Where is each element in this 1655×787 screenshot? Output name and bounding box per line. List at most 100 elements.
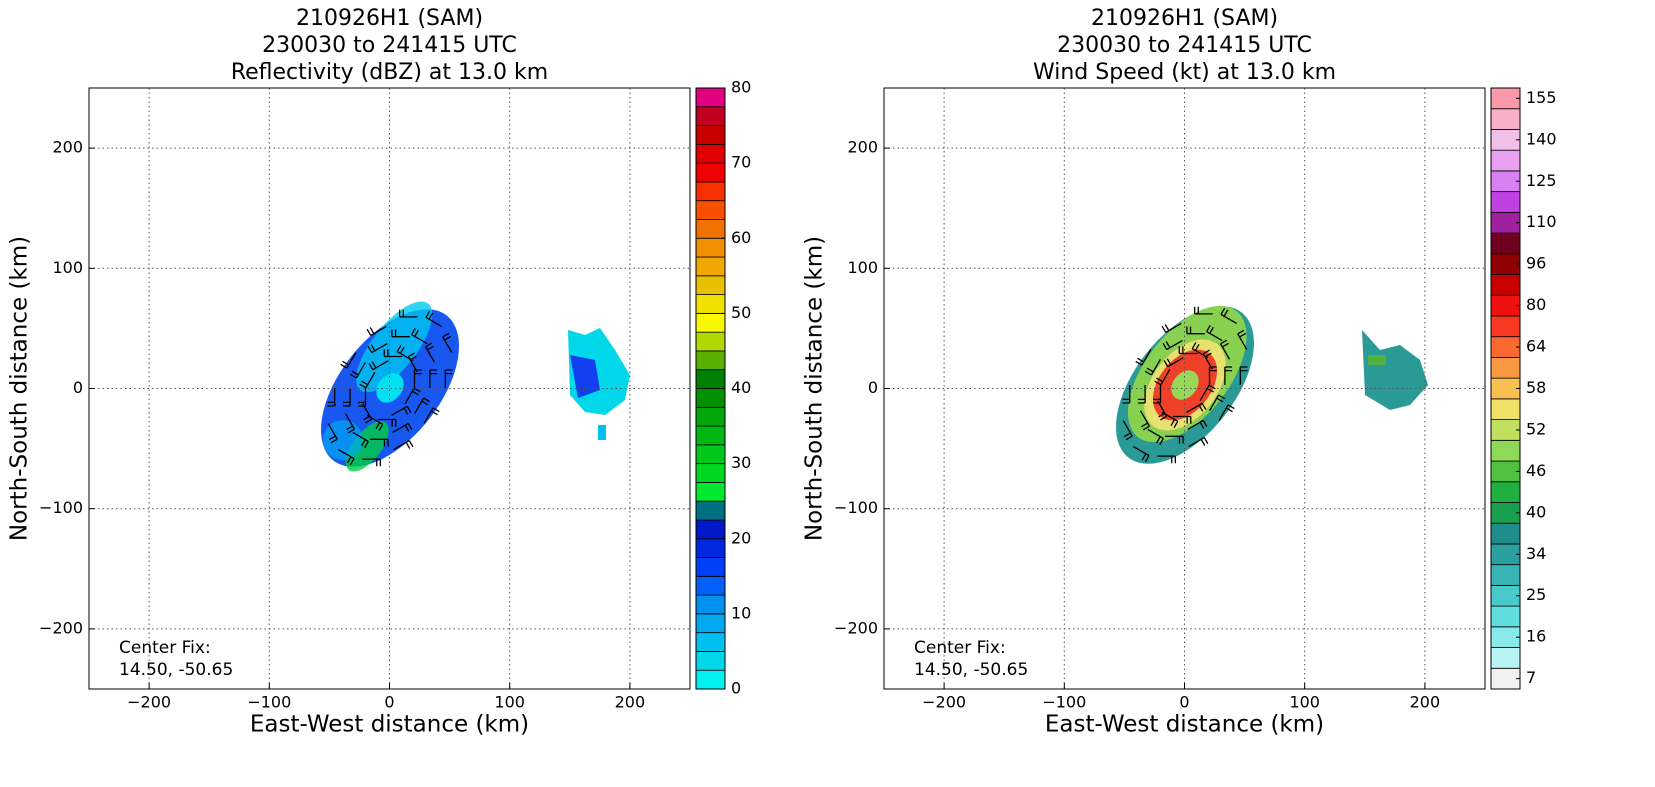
colorbar-tick-label: 52	[1526, 419, 1546, 438]
wind-barb	[1239, 366, 1248, 385]
colorbar-segment	[1490, 502, 1521, 524]
wind-barb	[1165, 435, 1184, 444]
annotation: Center Fix:	[119, 638, 211, 658]
wind-barb	[1186, 326, 1205, 335]
colorbar-tick-label: 25	[1526, 585, 1546, 604]
wind-barb	[349, 362, 366, 379]
wind-barb	[359, 371, 376, 389]
colorbar-segment	[695, 181, 726, 202]
colorbar-segment	[1490, 149, 1521, 172]
colorbar-segment	[695, 219, 726, 239]
colorbar-segment	[695, 613, 726, 634]
colorbar-tick-label: 60	[731, 228, 751, 247]
colorbar-segment	[1490, 419, 1521, 441]
x-tick-label: −100	[1042, 693, 1086, 712]
colorbar-segment	[1490, 274, 1521, 296]
chart-title: Reflectivity (dBZ) at 13.0 km	[231, 60, 548, 85]
colorbar-segment	[1490, 336, 1521, 358]
colorbar-tick-label: 30	[731, 453, 751, 472]
colorbar-segment	[695, 162, 726, 183]
y-tick-label: −200	[834, 618, 878, 637]
colorbar-tick-label: 40	[1526, 502, 1546, 521]
chart-title: 210926H1 (SAM)	[296, 6, 483, 31]
colorbar-tick-label: 110	[1526, 212, 1557, 231]
wind-barb	[367, 343, 388, 354]
wind-barb	[366, 325, 387, 336]
wind-barb	[383, 349, 403, 358]
colorbar-segment	[695, 388, 726, 408]
x-axis-label: East-West distance (km)	[1045, 712, 1324, 738]
y-tick-label: −200	[39, 618, 83, 637]
colorbar-segment	[695, 463, 726, 483]
annotation: 14.50, -50.65	[914, 660, 1028, 680]
y-axis-label: North-South distance (km)	[802, 236, 828, 541]
y-tick-label: 0	[73, 378, 83, 397]
colorbar-tick-label: 70	[731, 153, 751, 172]
colorbar-segment	[695, 312, 726, 333]
wind-barb	[1187, 419, 1208, 430]
y-tick-label: 100	[52, 258, 83, 277]
wind-barb	[429, 369, 438, 388]
wind-barb	[344, 413, 356, 434]
wind-barb	[424, 342, 436, 363]
colorbar-segment	[1490, 87, 1521, 110]
colorbar-segment	[1490, 108, 1521, 130]
wind-barb	[1194, 306, 1213, 315]
wind-barb	[368, 360, 389, 371]
wind-barb	[1162, 340, 1183, 351]
wind-barb	[1157, 455, 1176, 464]
x-tick-label: 100	[494, 693, 525, 712]
wind-barb	[327, 423, 338, 444]
wind-barb	[1139, 410, 1151, 431]
colorbar-segment	[1490, 129, 1521, 151]
colorbar-segment	[695, 519, 726, 540]
wind-barb	[1218, 404, 1235, 421]
y-tick-label: −100	[39, 498, 83, 517]
colorbar-segment	[1490, 294, 1521, 317]
colorbar-segment	[695, 294, 726, 314]
colorbar-segment	[695, 125, 726, 145]
colorbar-tick-label: 64	[1526, 337, 1546, 356]
wind-barb	[391, 405, 412, 416]
wind-barb	[366, 414, 384, 431]
wind-barb	[404, 387, 421, 405]
wind-barb	[399, 309, 418, 318]
wind-barb	[411, 328, 428, 345]
colorbar-segment	[1490, 191, 1521, 213]
wind-barb	[391, 329, 410, 338]
colorbar-segment	[1490, 211, 1521, 234]
x-tick-label: 0	[1179, 693, 1189, 712]
colorbar-segment	[695, 350, 726, 371]
wind-barb	[1154, 368, 1171, 386]
plot-frame	[88, 87, 691, 690]
x-tick-label: 200	[1410, 693, 1441, 712]
colorbar-segment	[1490, 564, 1521, 586]
plot-frame	[883, 87, 1486, 690]
chart-title: 230030 to 241415 UTC	[1057, 33, 1312, 58]
wind-barb	[377, 418, 397, 427]
colorbar-segment	[695, 256, 726, 277]
x-tick-label: −200	[127, 693, 171, 712]
wind-barb	[393, 440, 414, 451]
colorbar-tick-label: 10	[731, 603, 751, 622]
wind-barb	[327, 388, 336, 407]
chart-title: 210926H1 (SAM)	[1091, 6, 1278, 31]
wind-barb	[1161, 322, 1182, 333]
annotation: 14.50, -50.65	[119, 660, 233, 680]
x-axis-label: East-West distance (km)	[250, 712, 529, 738]
colorbar-tick-label: 46	[1526, 461, 1546, 480]
colorbar-segment	[1490, 377, 1521, 400]
colorbar-tick-label: 40	[731, 378, 751, 397]
colorbar-segment	[695, 106, 726, 126]
y-tick-label: 200	[847, 138, 878, 157]
wind-barb	[1122, 420, 1133, 441]
x-tick-label: 0	[384, 693, 394, 712]
colorbar-tick-label: 20	[731, 528, 751, 547]
colorbar-tick-label: 140	[1526, 129, 1557, 148]
colorbar-tick-label: 155	[1526, 88, 1557, 107]
colorbar-segment	[1490, 357, 1521, 379]
colorbar-tick-label: 50	[731, 303, 751, 322]
colorbar-segment	[695, 669, 726, 690]
wind-barb	[425, 310, 442, 327]
